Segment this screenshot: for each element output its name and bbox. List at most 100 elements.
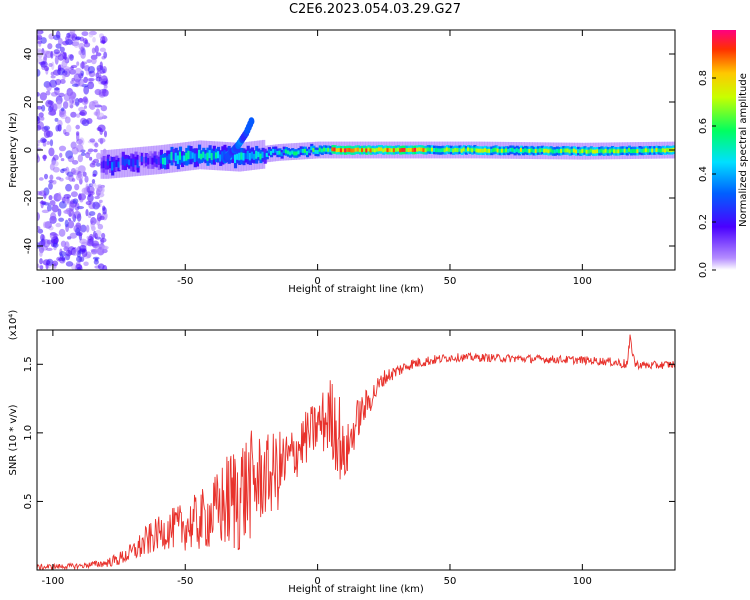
spectrogram-band-core xyxy=(536,148,540,153)
spectrogram-band-core xyxy=(312,148,316,152)
spectrogram-band-core xyxy=(477,148,481,153)
spectrogram-noise-cell xyxy=(64,116,71,124)
spectrogram-noise-cell xyxy=(101,232,106,240)
spectrogram-x-tick-label: 100 xyxy=(573,276,592,287)
spectrogram-band-core xyxy=(564,148,568,153)
snr-y-label: SNR (10 * v/v) xyxy=(8,404,19,475)
spectrogram-band-core xyxy=(488,148,492,153)
spectrogram-band-core xyxy=(583,148,587,153)
spectrogram-band-core xyxy=(547,149,551,154)
spectrogram-band-core xyxy=(117,161,121,168)
spectrogram-band-core xyxy=(409,147,413,152)
spectrogram-band-core xyxy=(473,147,477,152)
spectrogram-band-core xyxy=(649,148,653,153)
spectrogram-noise-cell xyxy=(51,179,57,185)
spectrogram-band-core xyxy=(530,148,534,153)
spectrogram-noise-cell xyxy=(91,101,99,107)
spectrogram-band-core xyxy=(367,147,371,152)
snr-x-label: Height of straight line (km) xyxy=(288,584,424,595)
spectrogram-band-core xyxy=(168,153,172,160)
spectrogram-y-tick-label: 40 xyxy=(23,48,34,61)
spectrogram-band-core xyxy=(454,147,458,152)
spectrogram-band-core xyxy=(314,149,318,154)
spectrogram-band-core xyxy=(464,148,468,153)
spectrogram-noise-cell xyxy=(94,142,99,148)
spectrogram-noise-cell xyxy=(76,61,80,66)
spectrogram-noise-cell xyxy=(76,144,84,153)
spectrogram-band-core xyxy=(212,150,216,160)
spectrogram-band-core xyxy=(608,149,612,154)
spectrogram-noise-cell xyxy=(58,92,65,98)
spectrogram-band-core xyxy=(219,154,223,162)
spectrogram-noise-cell xyxy=(79,62,86,69)
colorbar-tick-label: 0.8 xyxy=(698,70,709,86)
spectrogram-band-core xyxy=(646,148,651,153)
spectrogram-y-tick-label: -40 xyxy=(23,238,34,254)
spectrogram-noise-cell xyxy=(53,49,60,55)
spectrogram-noise-cell xyxy=(86,235,91,240)
spectrogram-noise-cell xyxy=(66,124,72,133)
spectrogram-band-core xyxy=(170,151,174,161)
spectrogram-noise-cell xyxy=(39,92,48,101)
spectrogram-band-core xyxy=(361,148,365,153)
snr-x-tick-label: 100 xyxy=(573,576,592,587)
colorbar-tick-label: 0.4 xyxy=(698,166,709,182)
spectrogram-band-core xyxy=(619,148,623,153)
spectrogram-noise-cell xyxy=(49,79,57,88)
spectrogram-band-core xyxy=(354,147,358,152)
spectrogram-band-core xyxy=(106,158,111,166)
spectrogram-noise-cell xyxy=(37,212,41,221)
spectrogram-band-core xyxy=(610,148,615,153)
spectrogram-noise-cell xyxy=(37,48,42,52)
spectrogram-noise-cell xyxy=(69,232,78,239)
spectrogram-noise-cell xyxy=(37,30,42,37)
spectrogram-noise-cell xyxy=(97,186,103,193)
spectrogram-band-core xyxy=(100,161,104,169)
spectrogram-noise-cell xyxy=(37,263,40,269)
spectrogram-band-core xyxy=(424,148,428,153)
spectrogram-noise-cell xyxy=(87,65,96,74)
spectrogram-band-core xyxy=(284,149,288,154)
spectrogram-noise-cell xyxy=(81,31,89,37)
spectrogram-noise-cell xyxy=(91,160,96,166)
spectrogram-band-core xyxy=(452,148,456,153)
spectrogram-band-core xyxy=(149,156,153,164)
spectrogram-noise-cell xyxy=(38,112,44,118)
spectrogram-chart: -100 -50 0 50 100 -40 -20 0 20 40 Height of stra… xyxy=(8,29,749,295)
spectrogram-band-core xyxy=(257,151,261,158)
spectrogram-band-core xyxy=(295,151,299,156)
spectrogram-noise-cell xyxy=(101,245,108,254)
spectrogram-band-core xyxy=(335,148,339,153)
spectrogram-band-core xyxy=(534,149,538,153)
spectrogram-band-core xyxy=(371,148,375,152)
spectrogram-band-core xyxy=(634,149,638,153)
spectrogram-noise-cell xyxy=(59,46,65,53)
spectrogram-band-core xyxy=(255,150,259,159)
spectrogram-noise-cell xyxy=(52,154,59,161)
spectrogram-band-core xyxy=(155,158,159,165)
spectrogram-noise-cell xyxy=(68,98,73,106)
spectrogram-band-core xyxy=(253,153,257,160)
spectrogram-noise-cell xyxy=(40,60,48,68)
spectrogram-band-core xyxy=(640,148,644,153)
spectrogram-band-core xyxy=(341,148,346,153)
spectrogram-band-core xyxy=(416,147,420,152)
spectrogram-band-core xyxy=(236,153,240,160)
spectrogram-noise-cell xyxy=(76,138,84,145)
spectrogram-band-core xyxy=(282,149,286,153)
spectrogram-noise-cell xyxy=(77,154,84,163)
spectrogram-noise-cell xyxy=(98,199,103,203)
spectrogram-band-core xyxy=(301,148,305,153)
spectrogram-band-core xyxy=(176,155,180,164)
spectrogram-band-core xyxy=(132,159,136,167)
spectrogram-noise-cell xyxy=(92,201,100,210)
snr-frame xyxy=(36,329,676,571)
spectrogram-noise-cell xyxy=(48,147,55,157)
spectrogram-noise-cell xyxy=(69,202,75,212)
spectrogram-band-core xyxy=(350,148,354,153)
spectrogram-band-core xyxy=(532,149,536,154)
spectrogram-noise-cell xyxy=(46,140,51,145)
spectrogram-noise-cell xyxy=(55,222,62,228)
spectrogram-noise-cell xyxy=(55,30,61,39)
spectrogram-noise-cell xyxy=(84,175,89,183)
